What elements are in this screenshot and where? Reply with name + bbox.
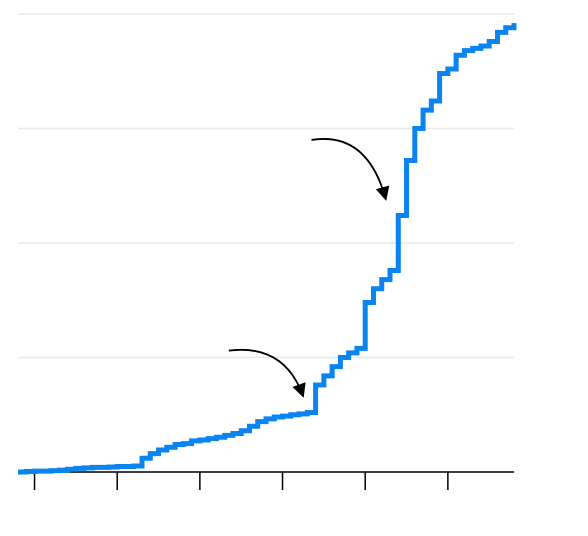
series-layer	[18, 23, 517, 475]
gridlines	[18, 13, 514, 359]
series-line-0	[18, 23, 517, 475]
annotation-arrow-2	[311, 138, 390, 201]
annotations	[228, 138, 390, 398]
x-axis	[18, 471, 514, 490]
annotation-arrow-1	[228, 348, 306, 398]
